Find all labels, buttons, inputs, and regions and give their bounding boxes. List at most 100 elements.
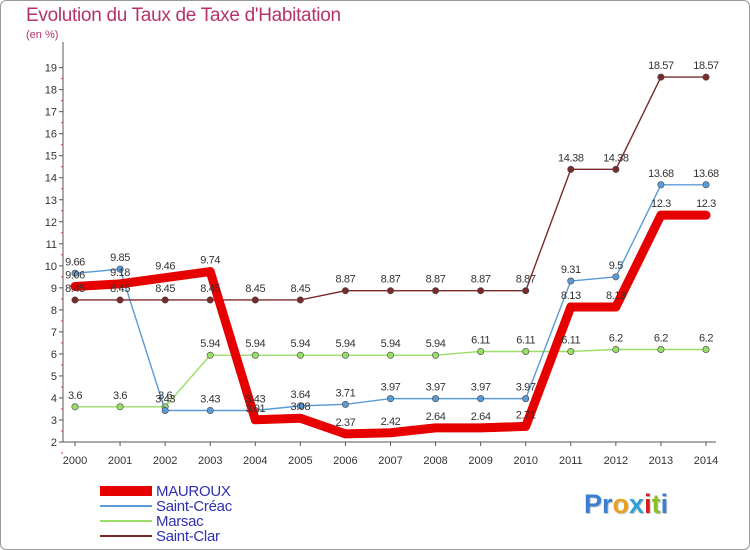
data-label: 9.74 bbox=[200, 255, 220, 267]
data-label: 2.37 bbox=[336, 417, 356, 429]
data-label: 13.68 bbox=[648, 168, 674, 180]
data-label: 14.38 bbox=[558, 152, 584, 164]
data-point bbox=[206, 407, 214, 415]
data-point bbox=[477, 287, 485, 295]
y-tick-label: 4 bbox=[51, 393, 57, 405]
data-label: 13.68 bbox=[693, 168, 719, 180]
x-tick-label: 2008 bbox=[423, 455, 447, 467]
data-label: 5.94 bbox=[381, 338, 401, 350]
x-tick-label: 2010 bbox=[513, 455, 537, 467]
data-point bbox=[522, 287, 530, 295]
data-point bbox=[522, 347, 530, 355]
data-label: 2.71 bbox=[516, 409, 536, 421]
data-point bbox=[477, 347, 485, 355]
x-tick-label: 2004 bbox=[243, 455, 267, 467]
legend-label: Saint-Créac bbox=[156, 498, 232, 515]
data-point bbox=[71, 269, 79, 277]
data-point bbox=[116, 265, 124, 273]
y-tick-label: 16 bbox=[45, 129, 57, 141]
data-label: 2.64 bbox=[471, 411, 491, 423]
data-point bbox=[341, 400, 349, 408]
data-label: 3.43 bbox=[200, 394, 220, 406]
data-label: 3.64 bbox=[290, 389, 310, 401]
x-tick-label: 2009 bbox=[468, 455, 492, 467]
data-label: 12.3 bbox=[651, 198, 671, 210]
data-point bbox=[612, 273, 620, 281]
data-label: 3.43 bbox=[245, 394, 265, 406]
data-point bbox=[657, 181, 665, 189]
data-label: 8.45 bbox=[200, 283, 220, 295]
data-point bbox=[567, 165, 575, 173]
data-label: 8.45 bbox=[290, 283, 310, 295]
x-tick-label: 2012 bbox=[604, 455, 628, 467]
legend-label: Saint-Clar bbox=[156, 528, 220, 545]
data-point bbox=[522, 395, 530, 403]
data-point bbox=[341, 287, 349, 295]
data-label: 9.85 bbox=[110, 252, 130, 264]
data-label: 5.94 bbox=[290, 338, 310, 350]
data-label: 9.66 bbox=[65, 256, 85, 268]
data-label: 8.45 bbox=[155, 283, 175, 295]
data-label: 6.2 bbox=[609, 333, 623, 345]
data-point bbox=[432, 287, 440, 295]
data-label: 18.57 bbox=[648, 60, 674, 72]
data-point bbox=[116, 296, 124, 304]
data-point bbox=[657, 73, 665, 81]
y-tick-label: 7 bbox=[51, 327, 57, 339]
data-label: 8.45 bbox=[110, 283, 130, 295]
data-point bbox=[702, 181, 710, 189]
y-tick-label: 3 bbox=[51, 415, 57, 427]
data-point bbox=[161, 407, 169, 415]
data-point bbox=[702, 346, 710, 354]
x-tick-label: 2006 bbox=[333, 455, 357, 467]
data-label: 9.06 bbox=[65, 270, 85, 282]
data-label: 8.13 bbox=[561, 290, 581, 302]
data-label: 5.94 bbox=[336, 338, 356, 350]
data-point bbox=[341, 351, 349, 359]
y-tick-label: 18 bbox=[45, 85, 57, 97]
x-tick-label: 2000 bbox=[63, 455, 87, 467]
data-label: 8.87 bbox=[426, 274, 446, 286]
data-point bbox=[567, 277, 575, 285]
data-label: 9.46 bbox=[155, 261, 175, 273]
y-tick-label: 15 bbox=[45, 151, 57, 163]
y-tick-label: 6 bbox=[51, 349, 57, 361]
data-label: 3.97 bbox=[516, 382, 536, 394]
data-point bbox=[567, 347, 575, 355]
data-point bbox=[432, 395, 440, 403]
data-point bbox=[657, 346, 665, 354]
data-label: 3.43 bbox=[155, 394, 175, 406]
data-point bbox=[296, 402, 304, 410]
data-label: 6.2 bbox=[654, 333, 668, 345]
data-point bbox=[296, 296, 304, 304]
legend-label: Marsac bbox=[156, 513, 204, 530]
data-point bbox=[612, 346, 620, 354]
data-label: 3.6 bbox=[113, 390, 127, 402]
data-point bbox=[296, 351, 304, 359]
data-label: 3.97 bbox=[426, 382, 446, 394]
legend-label: MAUROUX bbox=[156, 483, 231, 500]
x-tick-label: 2007 bbox=[378, 455, 402, 467]
y-tick-label: 14 bbox=[45, 173, 57, 185]
y-tick-label: 13 bbox=[45, 195, 57, 207]
legend-swatch bbox=[100, 486, 152, 496]
legend-swatch bbox=[100, 505, 152, 507]
data-point bbox=[161, 296, 169, 304]
proxiti-logo: Proxiti bbox=[584, 489, 669, 519]
data-label: 3.6 bbox=[68, 390, 82, 402]
data-label: 8.87 bbox=[516, 274, 536, 286]
data-label: 9.18 bbox=[110, 267, 130, 279]
y-tick-label: 2 bbox=[51, 437, 57, 449]
y-tick-label: 11 bbox=[46, 239, 57, 251]
data-point bbox=[206, 296, 214, 304]
y-tick-label: 19 bbox=[45, 63, 57, 75]
data-label: 8.87 bbox=[336, 274, 356, 286]
y-tick-label: 9 bbox=[51, 283, 57, 295]
x-tick-label: 2014 bbox=[694, 455, 718, 467]
data-label: 3.01 bbox=[245, 403, 265, 415]
data-label: 9.5 bbox=[609, 260, 623, 272]
y-tick-label: 8 bbox=[51, 305, 57, 317]
x-tick-label: 2002 bbox=[153, 455, 177, 467]
data-point bbox=[206, 351, 214, 359]
